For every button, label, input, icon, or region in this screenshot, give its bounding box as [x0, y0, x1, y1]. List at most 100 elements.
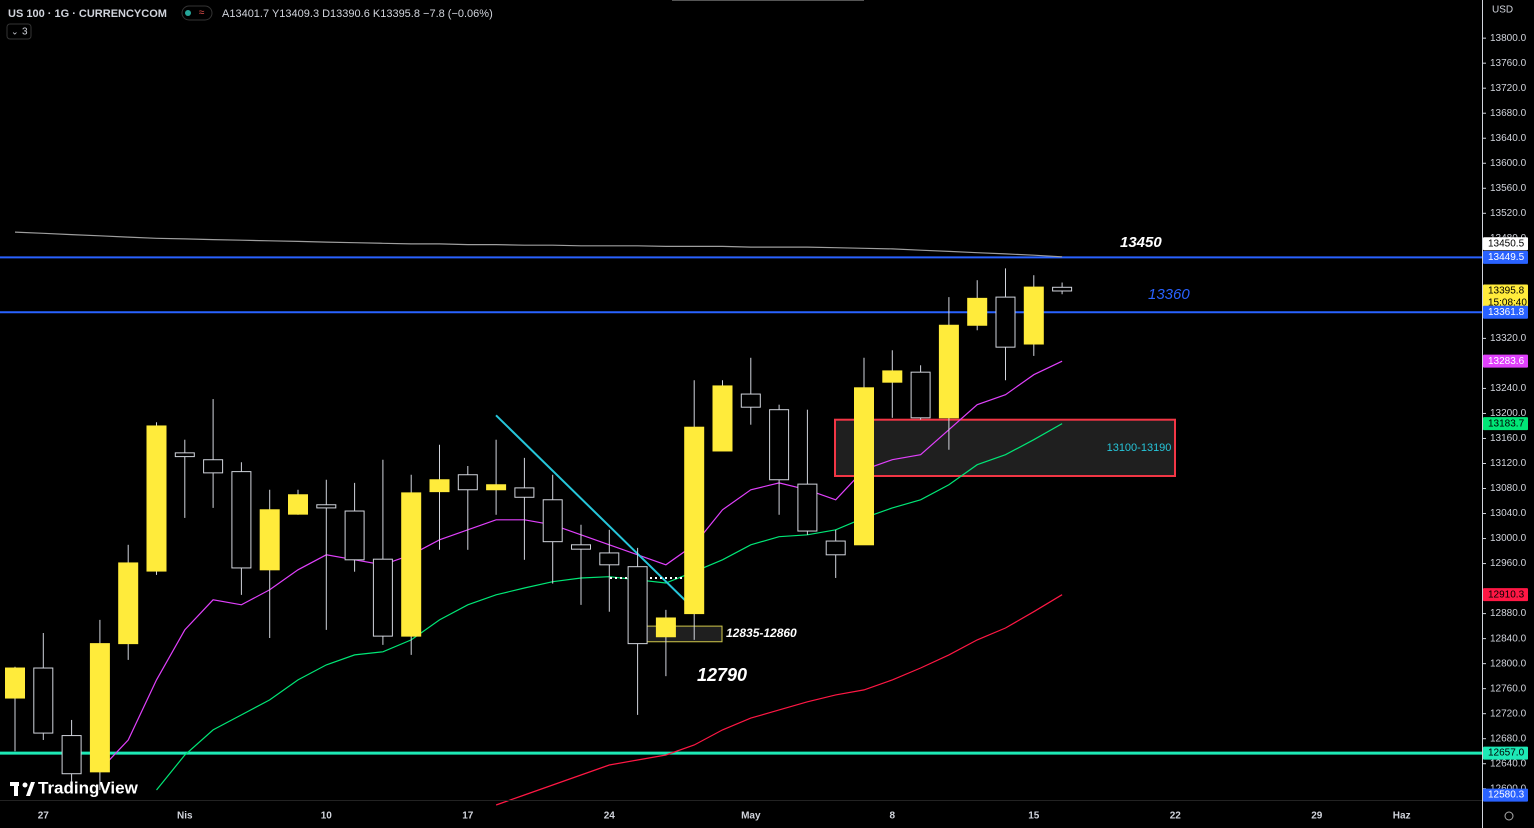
watermark: TradingView [38, 778, 139, 797]
price-badge-label: 13183.7 [1488, 418, 1525, 429]
candle-body [967, 297, 988, 326]
candle-body [118, 562, 139, 645]
y-tick-label: 13000.0 [1490, 533, 1527, 544]
annotation: 12790 [697, 665, 747, 685]
candle-body [259, 509, 280, 571]
price-badge [1483, 788, 1528, 802]
candle-body [712, 385, 733, 452]
candle-body [769, 409, 790, 481]
candle-body [5, 667, 25, 699]
y-tick-label: 13680.0 [1490, 108, 1527, 119]
candle-body [599, 552, 620, 566]
zone [636, 625, 723, 643]
x-tick-label: 22 [1170, 811, 1182, 822]
price-badge [1483, 417, 1528, 431]
y-tick-label: 13320.0 [1490, 333, 1527, 344]
price-badge [1483, 237, 1528, 251]
moving-average [14, 231, 1063, 258]
price-badge-label: 13450.5 [1488, 238, 1525, 249]
indicator-toggle[interactable] [6, 23, 32, 40]
price-badge-label: 13395.8 [1488, 286, 1525, 297]
x-tick-label: 15 [1028, 811, 1040, 822]
x-tick-label: 27 [38, 811, 50, 822]
x-tick-label: 17 [462, 811, 474, 822]
y-tick-label: 12720.0 [1490, 708, 1527, 719]
settings-icon[interactable] [1504, 811, 1514, 821]
price-badge-label: 12910.3 [1488, 589, 1525, 600]
price-badge [1483, 588, 1528, 602]
candle-body [1052, 286, 1073, 292]
price-axis: 13800.0 13760.0 13720.0 13680.0 13640.0 13600… [1482, 33, 1528, 802]
price-countdown: 15:08:40 [1488, 298, 1527, 309]
candle-body [627, 566, 648, 645]
y-tick-label: 13640.0 [1490, 133, 1527, 144]
y-tick-label: 13720.0 [1490, 83, 1527, 94]
candle-body [542, 499, 563, 543]
y-tick-label: 13240.0 [1490, 383, 1527, 394]
currency[interactable]: USD [1492, 5, 1513, 16]
logo-shape [14, 782, 18, 796]
y-tick-label: 13200.0 [1490, 408, 1527, 419]
y-tick-label: 12840.0 [1490, 633, 1527, 644]
candle-body [684, 426, 705, 615]
candle-body [797, 483, 818, 532]
price-badge [1483, 746, 1528, 760]
candle-body [288, 494, 308, 515]
logo-shape [22, 782, 28, 788]
y-tick-label: 13560.0 [1490, 183, 1527, 194]
price-badge-label: 13361.8 [1488, 307, 1525, 318]
candle-body [372, 558, 393, 637]
time-axis: 27 Nis 10 17 24 May 8 15 22 29 Haz [38, 811, 1411, 822]
candle-body [146, 425, 167, 572]
candle-body [910, 371, 931, 419]
candle-body [995, 296, 1016, 348]
annotation: 13450 [1120, 234, 1162, 251]
candle-body [231, 471, 252, 569]
zone-label: 13100-13190 [1107, 442, 1172, 454]
y-tick-label: 13800.0 [1490, 33, 1527, 44]
y-tick-label: 12800.0 [1490, 658, 1527, 669]
x-tick-label: Haz [1393, 811, 1411, 822]
candle-body [61, 735, 82, 775]
price-badge [1483, 284, 1528, 311]
candle-body [401, 492, 422, 637]
y-tick-label: 12960.0 [1490, 558, 1527, 569]
price-badge-label: 12580.3 [1488, 790, 1525, 801]
price-badge-label: 13283.6 [1488, 356, 1525, 367]
candle-body [33, 667, 54, 734]
plot-area [0, 231, 1482, 806]
y-tick-label: 13600.0 [1490, 158, 1527, 169]
y-tick-label: 13760.0 [1490, 58, 1527, 69]
candle-body [344, 510, 365, 561]
candle-body [203, 459, 224, 474]
status-dot [185, 10, 191, 16]
y-tick-label: 12640.0 [1490, 758, 1527, 769]
x-tick-label: May [741, 811, 761, 822]
candle-body [514, 487, 535, 498]
candle-body [486, 484, 507, 491]
candle-body [571, 544, 591, 550]
chevron: ⌄ [11, 26, 19, 36]
annotation: 13360 [1148, 286, 1190, 303]
candle-body [316, 504, 337, 509]
y-tick-label: 12760.0 [1490, 683, 1527, 694]
candle-body [429, 479, 450, 493]
price-badge [1483, 305, 1528, 319]
candle-body [740, 393, 761, 408]
price-badge-label: 13449.5 [1488, 252, 1525, 263]
candle-body [655, 617, 676, 638]
logo-shape [26, 782, 35, 796]
y-tick-label: 13120.0 [1490, 458, 1527, 469]
candle-body [1023, 286, 1044, 345]
x-tick-label: 24 [604, 811, 616, 822]
x-tick-label: Nis [177, 811, 193, 822]
ohlc-legend: A13401.7 Y13409.3 D13390.6 K13395.8 −7.8… [222, 8, 493, 20]
candle-body [825, 540, 846, 556]
y-tick-label: 12880.0 [1490, 608, 1527, 619]
y-tick-label: 12680.0 [1490, 733, 1527, 744]
candle-body [854, 387, 874, 546]
zone-label: 12835-12860 [726, 626, 797, 640]
symbol-title: US 100 · 1G · CURRENCYCOM [8, 8, 167, 20]
